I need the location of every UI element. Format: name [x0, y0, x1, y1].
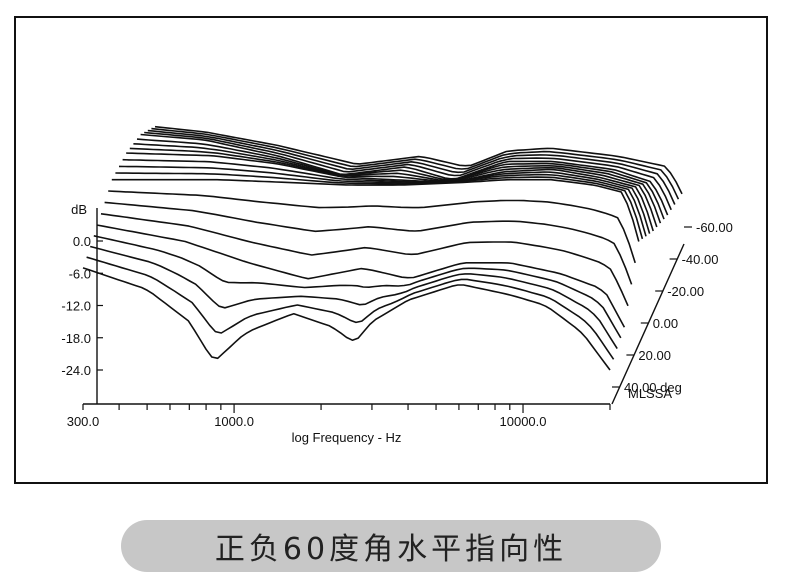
trace-line--60: [154, 125, 683, 195]
chart-caption: 正负60度角水平指向性: [121, 520, 661, 572]
software-label: MLSSA: [628, 386, 672, 401]
trace-line--20: [126, 152, 654, 232]
trace-line-10: [104, 201, 633, 285]
trace-line--25: [129, 147, 658, 228]
y-tick-label: -12.0: [61, 299, 91, 314]
x-tick-label: 10000.0: [500, 414, 547, 429]
trace-line-15: [100, 213, 629, 307]
depth-axis-line: [611, 243, 685, 405]
trace-line--35: [136, 138, 665, 220]
trace-line--45: [144, 131, 672, 211]
x-tick-label: 300.0: [67, 414, 100, 429]
trace-line--5: [115, 172, 644, 240]
y-tick-label: -18.0: [61, 331, 91, 346]
trace-line-25: [93, 235, 622, 339]
trace-line-20: [97, 224, 626, 328]
x-tick-label: 1000.0: [214, 414, 254, 429]
trace-line-5: [108, 190, 636, 264]
trace-line-35: [86, 256, 615, 360]
chart-frame: 0.0 -6.0 -12.0 -18.0 -24.0 dB 300.0 1000.0 10000…: [14, 16, 768, 484]
trace-line-40: [82, 267, 611, 371]
trace-line--55: [151, 127, 680, 200]
trace-line--30: [133, 143, 662, 224]
depth-tick-label: -40.00: [682, 252, 719, 267]
trace-line--15: [122, 158, 651, 234]
depth-tick-label: 0.00: [653, 316, 678, 331]
y-tick-label: -24.0: [61, 363, 91, 378]
trace-line--10: [118, 165, 647, 237]
y-tick-label: -6.0: [69, 266, 91, 281]
depth-tick-label: -20.00: [667, 284, 704, 299]
depth-tick-label: -60.00: [696, 220, 733, 235]
trace-line--50: [147, 129, 676, 205]
x-axis-label: log Frequency - Hz: [292, 430, 402, 445]
waterfall-chart: 0.0 -6.0 -12.0 -18.0 -24.0 dB 300.0 1000.0 10000…: [61, 125, 733, 445]
trace-line-0: [111, 178, 640, 242]
y-unit-label: dB: [71, 202, 87, 217]
trace-line--40: [140, 133, 669, 216]
depth-tick-label: 40.00 deg: [624, 380, 682, 395]
y-tick-label: 0.0: [73, 234, 91, 249]
trace-line-30: [90, 245, 618, 350]
depth-tick-label: 20.00: [638, 348, 671, 363]
trace-fill: [83, 267, 610, 404]
